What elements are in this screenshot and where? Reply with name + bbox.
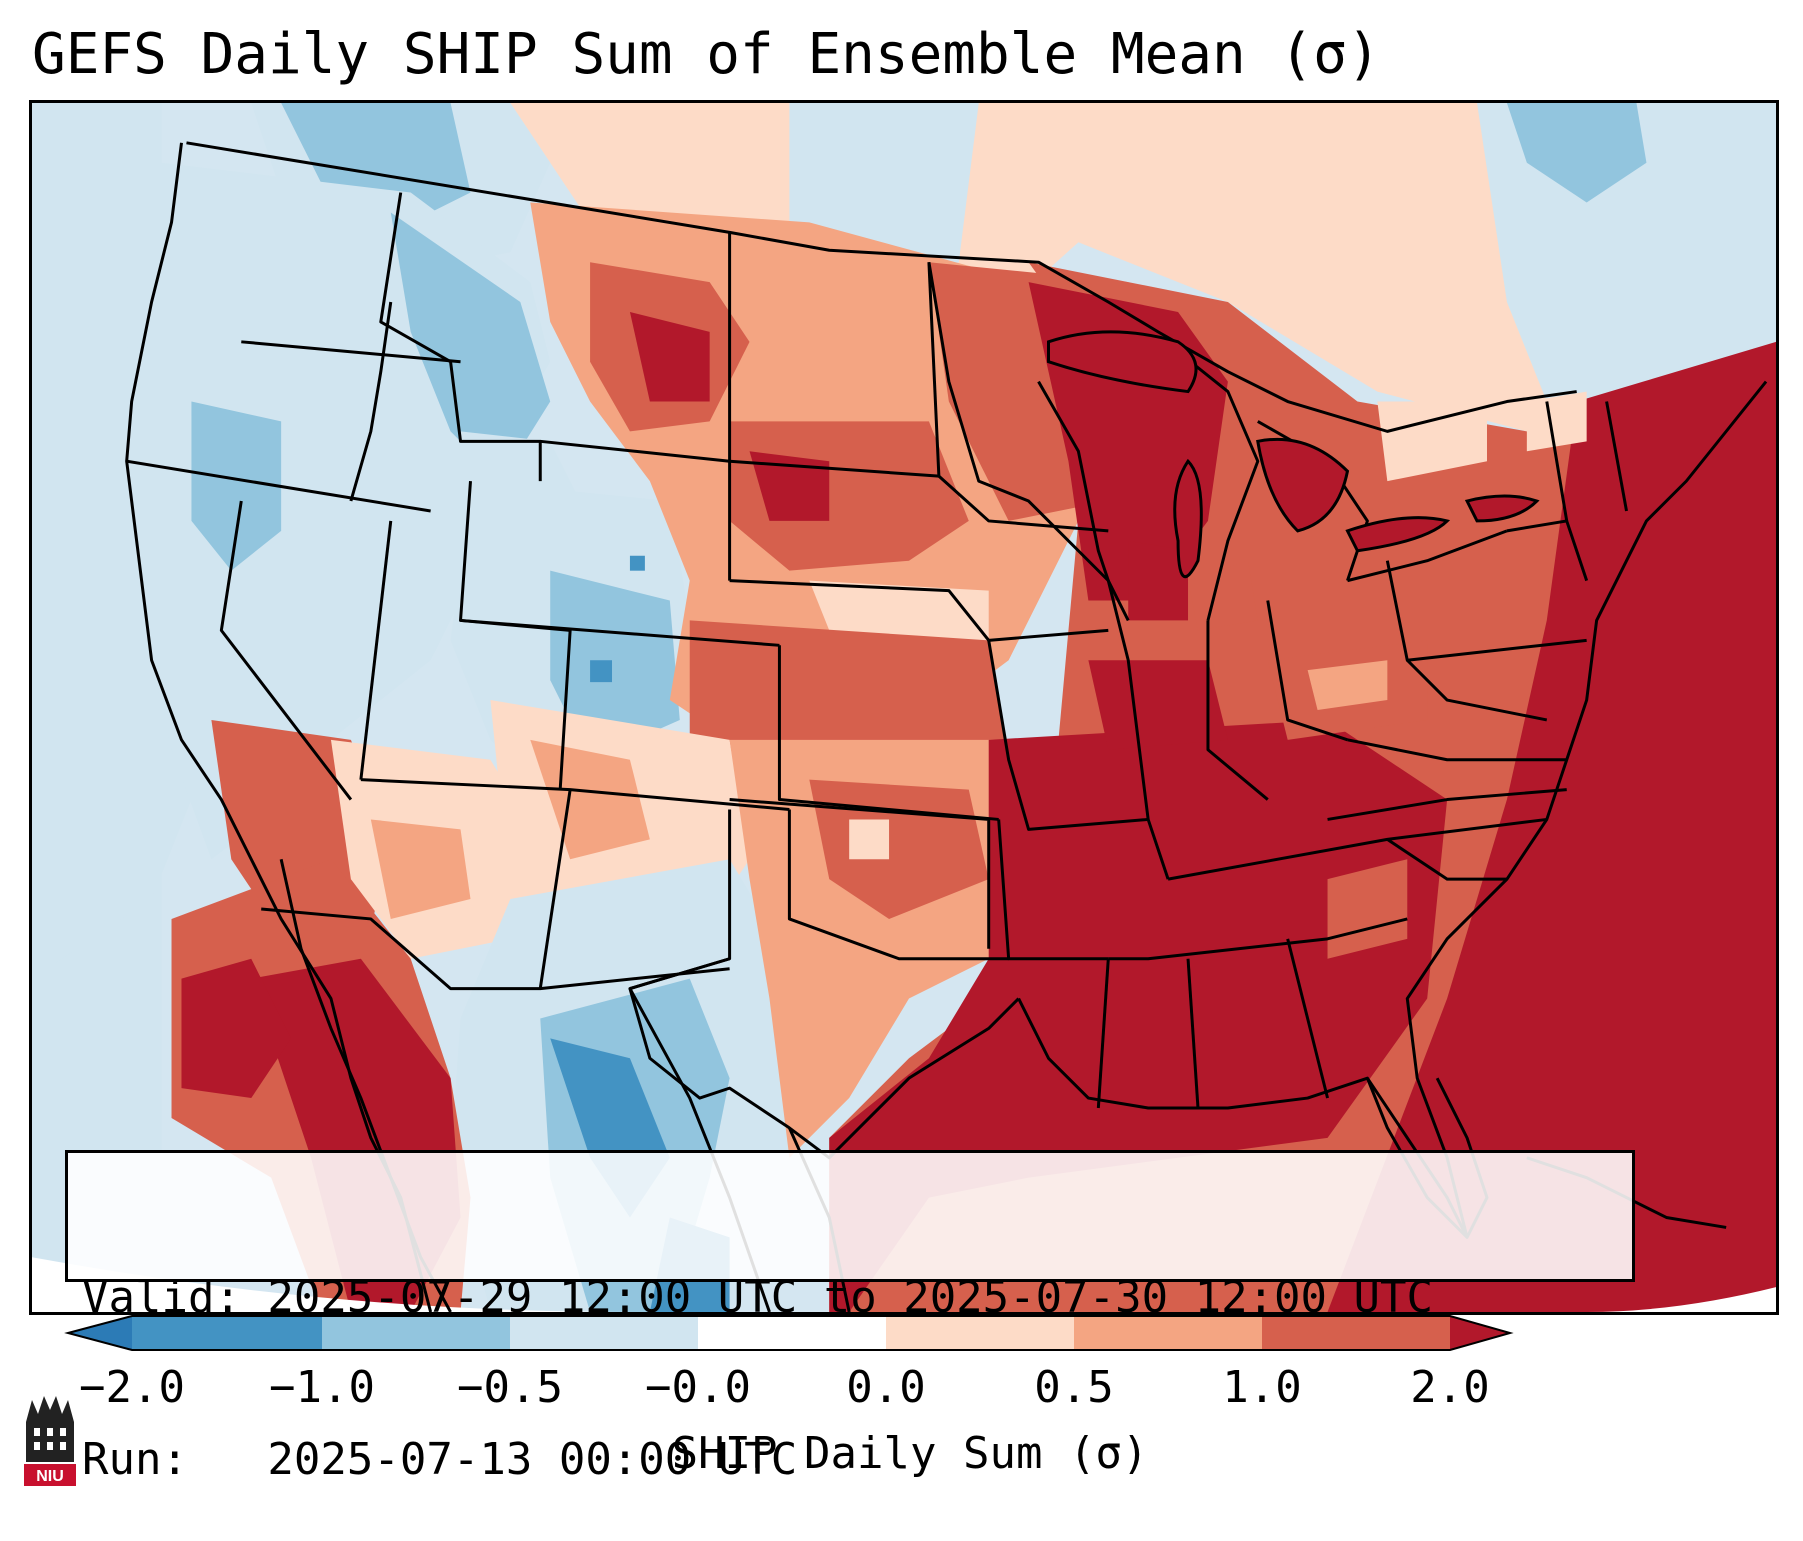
colorado-cool-region [550, 570, 680, 760]
colorbar-segment [1074, 1316, 1262, 1350]
colorbar-outline [64, 1315, 1514, 1351]
great-lakes [1047, 330, 1540, 578]
colorbar-extend-high [1450, 1316, 1510, 1350]
colorbar-tick-label: −0.0 [645, 1362, 751, 1413]
canada-warm-region [191, 103, 1776, 432]
atlantic-hot-region [1327, 341, 1776, 1312]
niu-logo-icon: NIU [24, 1396, 76, 1486]
colorbar-tick-label: 0.5 [1034, 1362, 1114, 1413]
svg-text:NIU: NIU [36, 1468, 64, 1485]
colorbar-extend-low [68, 1316, 132, 1350]
colorbar-label: SHIP Daily Sum (σ) [671, 1428, 1149, 1479]
colorbar-segment [322, 1316, 510, 1350]
colorbar-segment [510, 1316, 698, 1350]
colorbar-segment [132, 1316, 322, 1350]
valid-time-text: Valid: 2025-07-29 12:00 UTC to 2025-07-3… [82, 1272, 1434, 1323]
run-time-text: Run: 2025-07-13 00:00 UTC [82, 1434, 798, 1485]
colorbar-tick-label: −2.0 [79, 1362, 185, 1413]
colorbar-tick-label: 0.0 [846, 1362, 926, 1413]
map-title: GEFS Daily SHIP Sum of Ensemble Mean (σ) [32, 22, 1381, 87]
colorbar-segment [1262, 1316, 1450, 1350]
colorbar-segment [886, 1316, 1074, 1350]
colorbar-tick-label: 1.0 [1222, 1362, 1302, 1413]
colorbar-tick-label: −0.5 [457, 1362, 563, 1413]
colorbar [64, 1315, 1514, 1351]
map-panel [29, 100, 1779, 1315]
colorbar-tick-label: −1.0 [269, 1362, 375, 1413]
colorbar-segment [698, 1316, 886, 1350]
colorbar-tick-label: 2.0 [1410, 1362, 1490, 1413]
ship-field-map [32, 103, 1776, 1312]
valid-run-info-box: Valid: 2025-07-29 12:00 UTC to 2025-07-3… [65, 1150, 1635, 1485]
